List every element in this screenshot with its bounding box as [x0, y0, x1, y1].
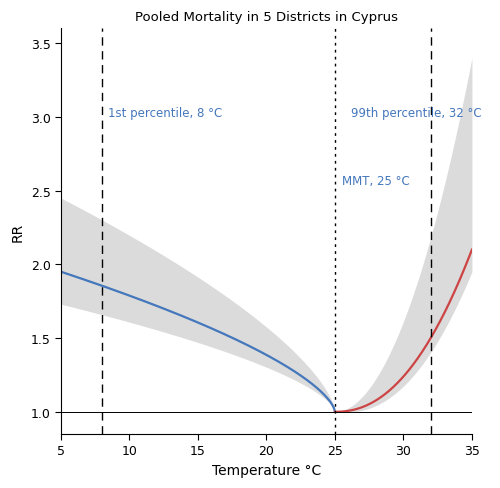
X-axis label: Temperature °C: Temperature °C [212, 463, 321, 477]
Title: Pooled Mortality in 5 Districts in Cyprus: Pooled Mortality in 5 Districts in Cypru… [135, 11, 398, 24]
Y-axis label: RR: RR [11, 222, 25, 241]
Text: 99th percentile, 32 °C: 99th percentile, 32 °C [352, 107, 482, 120]
Text: MMT, 25 °C: MMT, 25 °C [342, 174, 409, 187]
Text: 1st percentile, 8 °C: 1st percentile, 8 °C [108, 107, 222, 120]
